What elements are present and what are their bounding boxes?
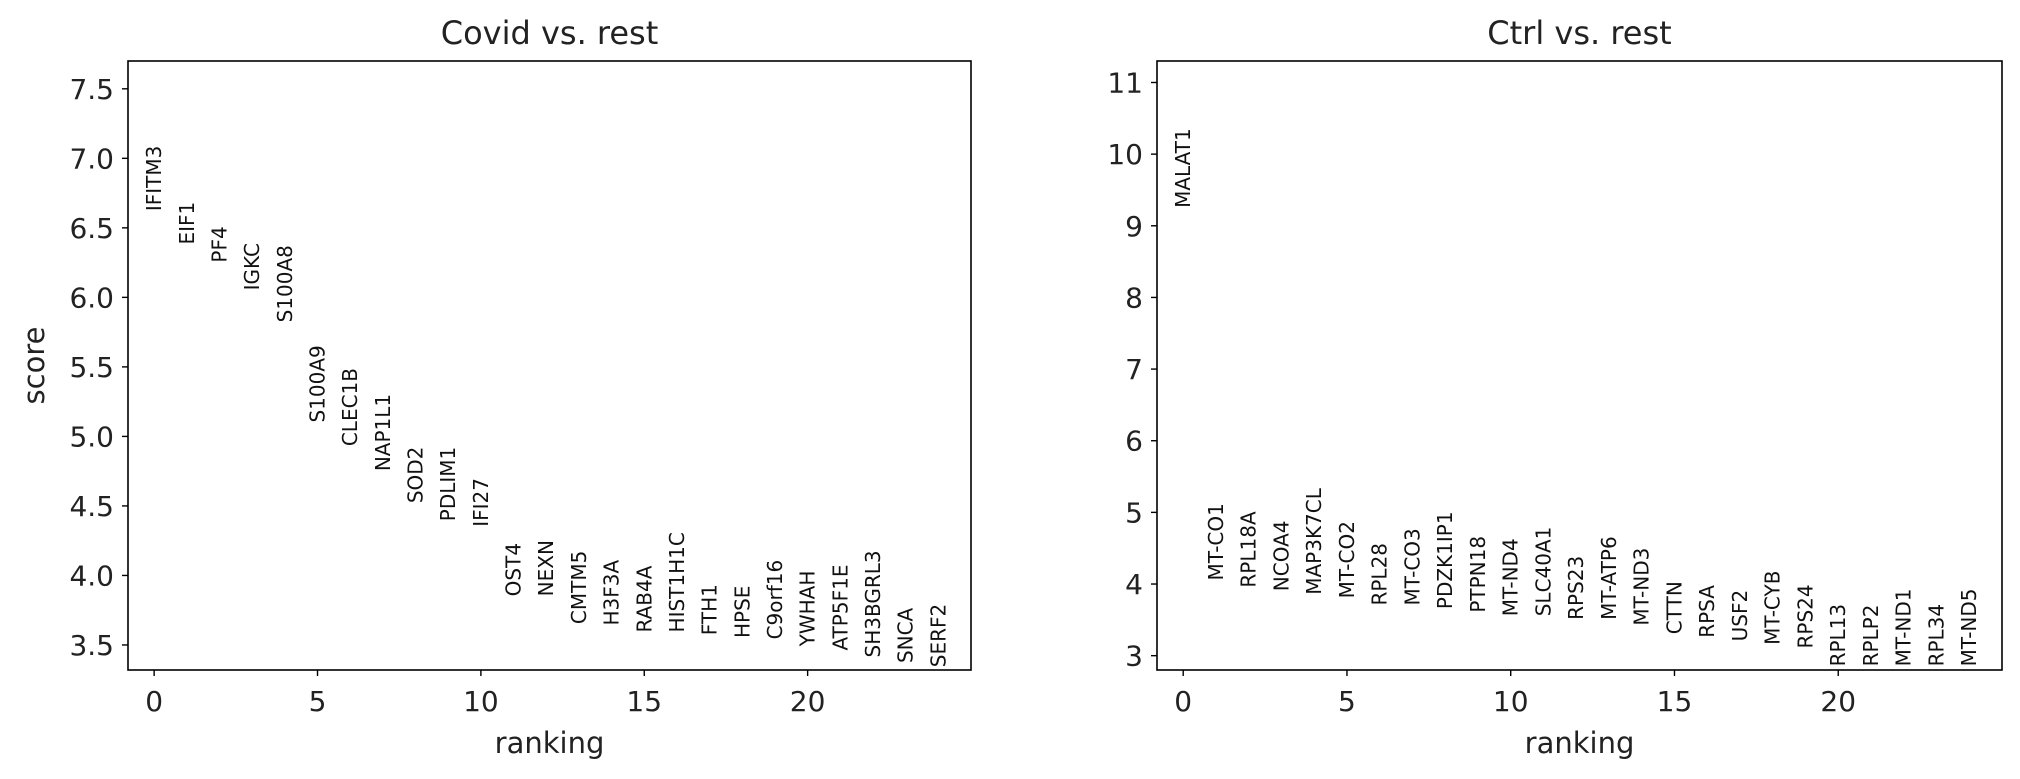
x-tick-label: 5 <box>309 685 327 718</box>
y-tick-label: 5.5 <box>69 351 114 384</box>
gene-label: MT-ND4 <box>1499 538 1523 616</box>
gene-label: MT-ND1 <box>1892 588 1916 666</box>
y-tick-label: 6.0 <box>69 281 114 314</box>
x-tick-label: 10 <box>1493 685 1529 718</box>
gene-label: PF4 <box>207 226 231 262</box>
gene-label: RPS23 <box>1564 556 1588 620</box>
gene-label: MT-ND5 <box>1957 588 1981 666</box>
x-axis-label: ranking <box>495 726 605 760</box>
x-tick-label: 15 <box>1657 685 1693 718</box>
gene-label: HPSE <box>730 586 754 638</box>
gene-label: RPL28 <box>1368 543 1392 606</box>
y-tick-label: 3 <box>1125 640 1143 673</box>
gene-label: CLEC1B <box>338 368 362 446</box>
y-tick-label: 7.0 <box>69 142 114 175</box>
y-tick-label: 5 <box>1125 496 1143 529</box>
gene-label: RPS24 <box>1793 584 1817 648</box>
x-tick-label: 20 <box>790 685 826 718</box>
y-tick-label: 10 <box>1107 138 1143 171</box>
plot-frame <box>127 60 972 671</box>
x-axis-label: ranking <box>1525 726 1635 760</box>
gene-label: MT-CO1 <box>1204 503 1228 580</box>
gene-label: MT-ATP6 <box>1597 536 1621 620</box>
gene-label: SNCA <box>894 607 918 663</box>
panel-covid-vs-rest: Covid vs. rest ranking score 0 5 10 15 20 3.5 4.0… <box>17 14 972 760</box>
gene-label: IFI27 <box>469 478 493 527</box>
gene-label: USF2 <box>1728 590 1752 642</box>
gene-label: SOD2 <box>404 447 428 504</box>
y-tick-label: 6.5 <box>69 212 114 245</box>
gene-label: RPL13 <box>1826 604 1850 667</box>
y-tick-label: 4 <box>1125 568 1143 601</box>
gene-label: CTTN <box>1662 581 1686 634</box>
gene-label: HIST1H1C <box>665 532 689 632</box>
y-tick-label: 3.5 <box>69 629 114 662</box>
gene-label: S100A8 <box>273 245 297 322</box>
gene-label: NAP1L1 <box>371 394 395 471</box>
x-tick-label: 15 <box>626 685 662 718</box>
x-tick-label: 0 <box>1174 685 1192 718</box>
y-tick-label: 5.0 <box>69 420 114 453</box>
y-tick-label: 7.5 <box>69 73 114 106</box>
gene-label: RPL34 <box>1924 604 1948 667</box>
x-tick-label: 5 <box>1338 685 1356 718</box>
gene-label: OST4 <box>502 543 526 596</box>
y-axis-label: score <box>17 327 51 405</box>
gene-label: NCOA4 <box>1269 520 1293 591</box>
gene-label: MT-CYB <box>1761 571 1785 645</box>
gene-label: IGKC <box>240 243 264 290</box>
gene-label: CMTM5 <box>567 551 591 624</box>
gene-label: FTH1 <box>698 584 722 635</box>
gene-label: SH3BGRL3 <box>861 550 885 657</box>
gene-label: MAP3K7CL <box>1302 487 1326 595</box>
plot-frame <box>1156 60 2003 671</box>
y-tick-label: 9 <box>1125 210 1143 243</box>
gene-label: PDLIM1 <box>436 447 460 521</box>
y-tick-label: 4.0 <box>69 559 114 592</box>
gene-label: MT-ND3 <box>1630 548 1654 626</box>
y-tick-label: 7 <box>1125 353 1143 386</box>
gene-label: MT-CO2 <box>1335 521 1359 598</box>
y-tick-label: 6 <box>1125 425 1143 458</box>
y-tick-label: 8 <box>1125 281 1143 314</box>
x-tick-label: 0 <box>145 685 163 718</box>
gene-label: H3F3A <box>600 560 624 626</box>
gene-label: SERF2 <box>926 604 950 667</box>
gene-label: C9orf16 <box>763 560 787 640</box>
chart-title: Ctrl vs. rest <box>1487 14 1671 52</box>
x-tick-label: 20 <box>1820 685 1856 718</box>
y-tick-label: 4.5 <box>69 490 114 523</box>
gene-label: S100A9 <box>306 345 330 422</box>
y-tick-label: 11 <box>1107 66 1143 99</box>
x-tick-label: 10 <box>463 685 499 718</box>
gene-label: IFITM3 <box>142 146 166 212</box>
gene-label: EIF1 <box>175 202 199 245</box>
gene-label: SLC40A1 <box>1531 527 1555 617</box>
panel-ctrl-vs-rest: Ctrl vs. rest ranking 0 5 10 15 20 3 4 5 6 7 8 9 10 11 M… <box>1107 14 2003 760</box>
gene-label: RPLP2 <box>1859 605 1883 667</box>
gene-label: RPSA <box>1695 585 1719 638</box>
gene-label: RPL18A <box>1237 511 1261 588</box>
gene-label: PDZK1IP1 <box>1433 511 1457 609</box>
gene-label: PTPN18 <box>1466 536 1490 613</box>
gene-label: MT-CO3 <box>1400 528 1424 605</box>
gene-label: ATP5F1E <box>828 565 852 651</box>
gene-label: RAB4A <box>632 565 656 632</box>
chart-title: Covid vs. rest <box>441 14 659 52</box>
gene-label: MALAT1 <box>1171 128 1195 208</box>
gene-label: YWHAH <box>796 571 820 648</box>
gene-label: NEXN <box>534 540 558 596</box>
